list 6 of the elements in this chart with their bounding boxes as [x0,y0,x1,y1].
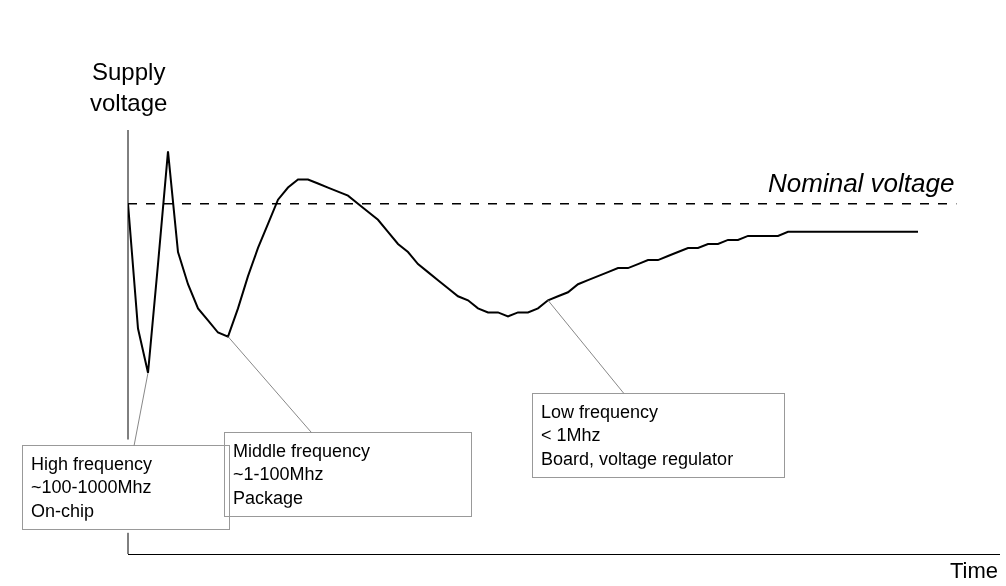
ref-line-label: Nominal voltage [768,168,955,198]
y-axis-title: Supply voltage [90,58,168,117]
annotation: Middle frequency ~1-100Mhz Package [233,441,371,508]
x-axis-title: Time [950,558,999,583]
annotation: High frequency ~100-1000Mhz On-chip [31,454,153,521]
annotation: Low frequency < 1Mhz Board, voltage regulator [541,402,734,469]
